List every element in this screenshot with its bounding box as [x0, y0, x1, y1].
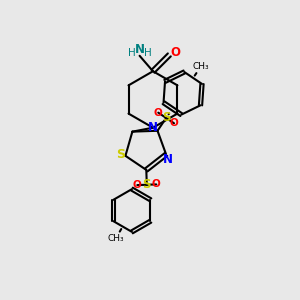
Text: S: S [162, 112, 170, 124]
Text: N: N [163, 153, 172, 166]
Text: N: N [148, 121, 158, 134]
Text: N: N [135, 43, 145, 56]
Text: O: O [133, 180, 142, 190]
Text: CH₃: CH₃ [193, 62, 209, 71]
Text: O: O [154, 108, 163, 118]
Text: S: S [116, 148, 125, 161]
Text: S: S [142, 178, 151, 191]
Text: H: H [144, 48, 152, 58]
Text: CH₃: CH₃ [107, 234, 124, 243]
Text: H: H [128, 48, 135, 58]
Text: O: O [171, 46, 181, 59]
Text: O: O [152, 179, 161, 189]
Text: O: O [170, 118, 178, 128]
